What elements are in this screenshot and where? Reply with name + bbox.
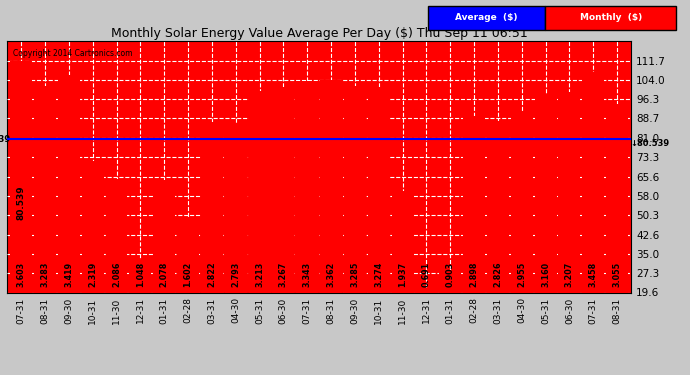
Bar [606, 104, 628, 342]
Text: 1.937: 1.937 [398, 262, 407, 288]
Text: ←80.539: ←80.539 [0, 135, 10, 144]
Text: 2.898: 2.898 [470, 262, 479, 288]
Text: 3.603: 3.603 [17, 262, 26, 288]
Text: 2.086: 2.086 [112, 262, 121, 288]
Text: 1.048: 1.048 [136, 262, 145, 288]
Bar [511, 111, 533, 342]
Text: 0.903: 0.903 [446, 262, 455, 288]
Text: ↓80.539: ↓80.539 [630, 139, 669, 148]
Bar [344, 86, 366, 342]
Text: 3.458: 3.458 [589, 262, 598, 288]
Bar [368, 87, 390, 342]
Bar [10, 61, 32, 342]
Text: 2.822: 2.822 [208, 262, 217, 288]
Bar [106, 179, 128, 342]
Bar [177, 217, 199, 342]
Text: 3.267: 3.267 [279, 262, 288, 288]
Text: 0.691: 0.691 [422, 262, 431, 288]
Bar [582, 72, 604, 342]
Bar [248, 91, 270, 342]
Bar [440, 272, 461, 342]
Bar [58, 75, 80, 342]
Text: 3.362: 3.362 [326, 262, 335, 288]
Text: 3.055: 3.055 [613, 262, 622, 288]
Text: 2.078: 2.078 [159, 262, 168, 288]
Title: Monthly Solar Energy Value Average Per Day ($) Thu Sep 11 06:51: Monthly Solar Energy Value Average Per D… [111, 27, 527, 40]
Text: Monthly  ($): Monthly ($) [580, 13, 642, 22]
Text: 80.539: 80.539 [17, 186, 26, 220]
Bar [201, 122, 223, 342]
Text: 2.955: 2.955 [518, 262, 526, 288]
Bar [392, 191, 413, 342]
Bar [153, 180, 175, 342]
Bar [558, 92, 580, 342]
Bar [535, 96, 557, 342]
Text: 3.274: 3.274 [374, 262, 383, 288]
Bar [81, 161, 104, 342]
Bar [225, 124, 246, 342]
Text: Copyright 2014 Cartronics.com: Copyright 2014 Cartronics.com [13, 49, 132, 58]
Text: 2.793: 2.793 [231, 262, 240, 288]
Text: 1.602: 1.602 [184, 262, 193, 288]
Text: Average  ($): Average ($) [455, 13, 518, 22]
Bar [34, 86, 56, 342]
Text: 2.826: 2.826 [493, 262, 502, 288]
Text: 3.343: 3.343 [303, 262, 312, 288]
Text: 3.213: 3.213 [255, 262, 264, 288]
Bar [130, 260, 151, 342]
Text: 2.319: 2.319 [88, 262, 97, 288]
Bar [320, 80, 342, 342]
Bar [273, 87, 295, 342]
Bar [415, 288, 437, 342]
Text: 3.419: 3.419 [64, 262, 73, 288]
Text: 3.207: 3.207 [565, 262, 574, 288]
Bar [463, 116, 485, 342]
Bar [296, 81, 318, 342]
Bar [487, 122, 509, 342]
Text: 3.285: 3.285 [351, 262, 359, 288]
Text: 3.283: 3.283 [41, 262, 50, 288]
Text: 3.160: 3.160 [541, 262, 550, 288]
